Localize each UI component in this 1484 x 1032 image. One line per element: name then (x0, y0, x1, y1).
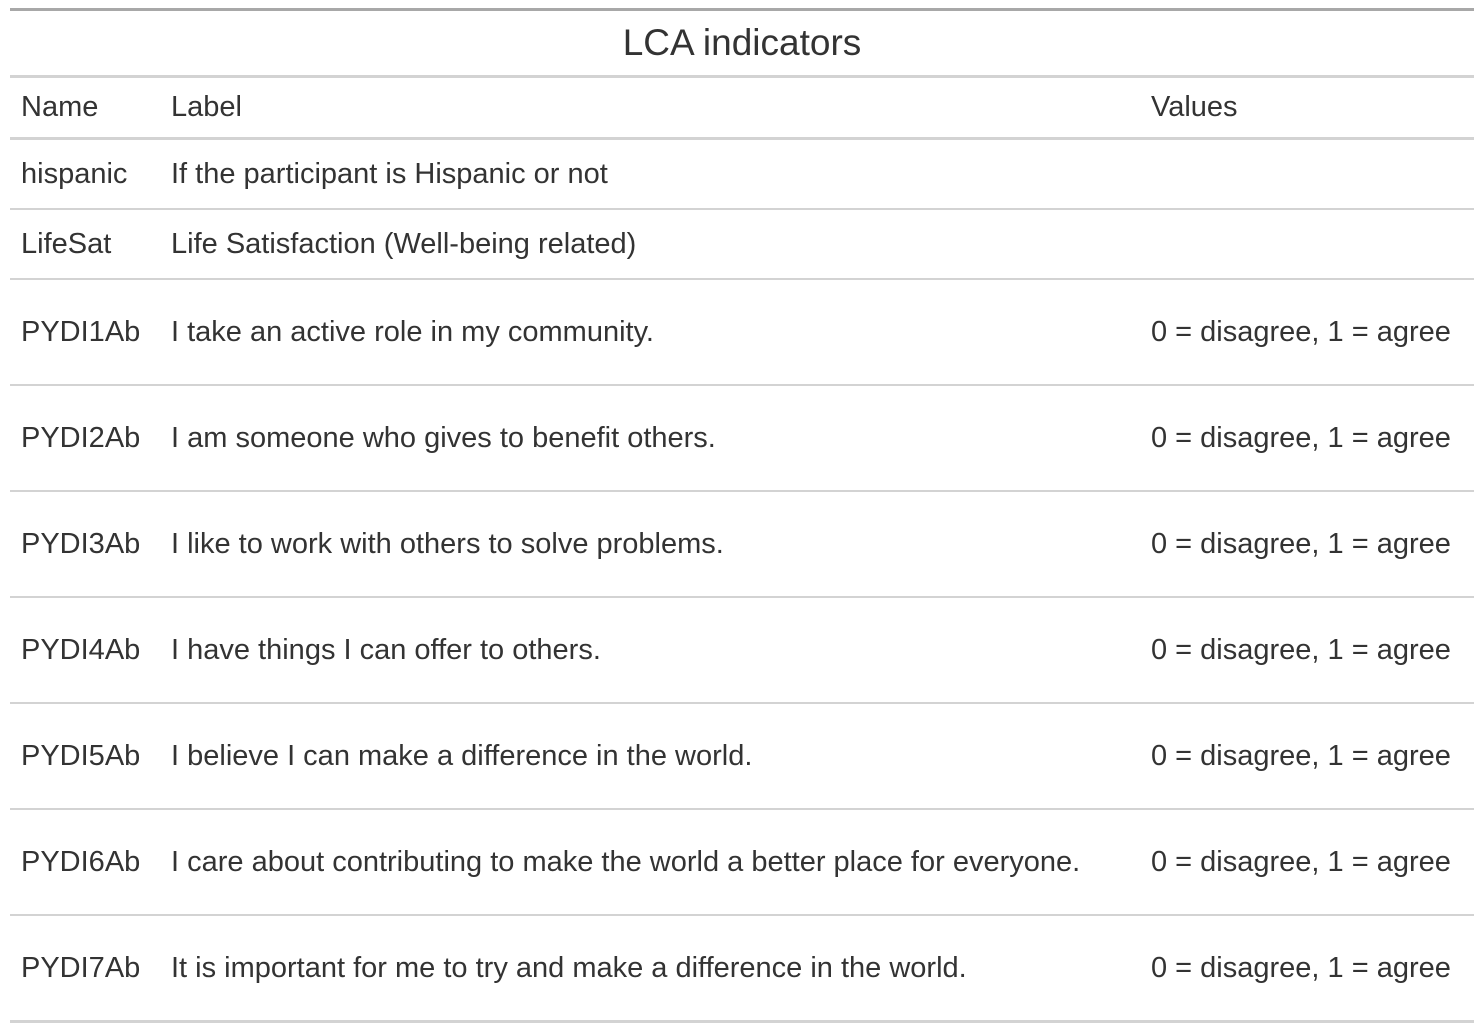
lca-indicators-table-container: LCA indicators Name Label Values hispani… (10, 8, 1475, 1023)
cell-values: 0 = disagree, 1 = agree (1140, 808, 1475, 915)
cell-label: I believe I can make a difference in the… (160, 702, 1140, 809)
table-row: PYDI2Ab I am someone who gives to benefi… (10, 384, 1475, 491)
cell-values (1140, 208, 1475, 279)
table-row: PYDI3Ab I like to work with others to so… (10, 490, 1475, 597)
cell-values: 0 = disagree, 1 = agree (1140, 914, 1475, 1022)
table-row: PYDI7Ab It is important for me to try an… (10, 914, 1475, 1022)
cell-name: PYDI5Ab (10, 702, 160, 809)
column-header-values: Values (1140, 76, 1475, 140)
cell-values: 0 = disagree, 1 = agree (1140, 702, 1475, 809)
cell-label: I like to work with others to solve prob… (160, 490, 1140, 597)
table-row: PYDI1Ab I take an active role in my comm… (10, 278, 1475, 385)
cell-name: LifeSat (10, 208, 160, 279)
column-header-row: Name Label Values (10, 76, 1475, 140)
table-row: PYDI6Ab I care about contributing to mak… (10, 808, 1475, 915)
table-row: PYDI4Ab I have things I can offer to oth… (10, 596, 1475, 703)
lca-indicators-table: LCA indicators Name Label Values hispani… (10, 8, 1475, 1023)
cell-label: I am someone who gives to benefit others… (160, 384, 1140, 491)
cell-name: PYDI7Ab (10, 914, 160, 1022)
column-header-name: Name (10, 76, 160, 140)
table-row: hispanic If the participant is Hispanic … (10, 139, 1474, 210)
cell-label: I care about contributing to make the wo… (160, 808, 1140, 915)
cell-values: 0 = disagree, 1 = agree (1140, 384, 1475, 491)
cell-name: hispanic (21, 158, 128, 190)
cell-values: 0 = disagree, 1 = agree (1140, 490, 1475, 597)
table-row: LifeSat Life Satisfaction (Well-being re… (10, 208, 1475, 279)
table-row: PYDI5Ab I believe I can make a differenc… (10, 702, 1475, 809)
cell-label: If the participant is Hispanic or not (171, 158, 608, 190)
cell-name: PYDI2Ab (10, 384, 160, 491)
table-title-row: LCA indicators (10, 9, 1475, 78)
cell-label: I have things I can offer to others. (160, 596, 1140, 703)
cell-label: I take an active role in my community. (160, 278, 1140, 385)
cell-values (1140, 139, 1474, 210)
cell-values: 0 = disagree, 1 = agree (1140, 278, 1475, 385)
cell-values: 0 = disagree, 1 = agree (1140, 596, 1475, 703)
cell-name: PYDI6Ab (10, 808, 160, 915)
cell-label: Life Satisfaction (Well-being related) (160, 208, 1140, 279)
cell-label: It is important for me to try and make a… (160, 914, 1140, 1022)
cell-name: PYDI1Ab (10, 278, 160, 385)
table-title: LCA indicators (10, 9, 1475, 78)
cell-name: PYDI4Ab (10, 596, 160, 703)
cell-name: PYDI3Ab (10, 490, 160, 597)
column-header-label: Label (160, 76, 1140, 140)
